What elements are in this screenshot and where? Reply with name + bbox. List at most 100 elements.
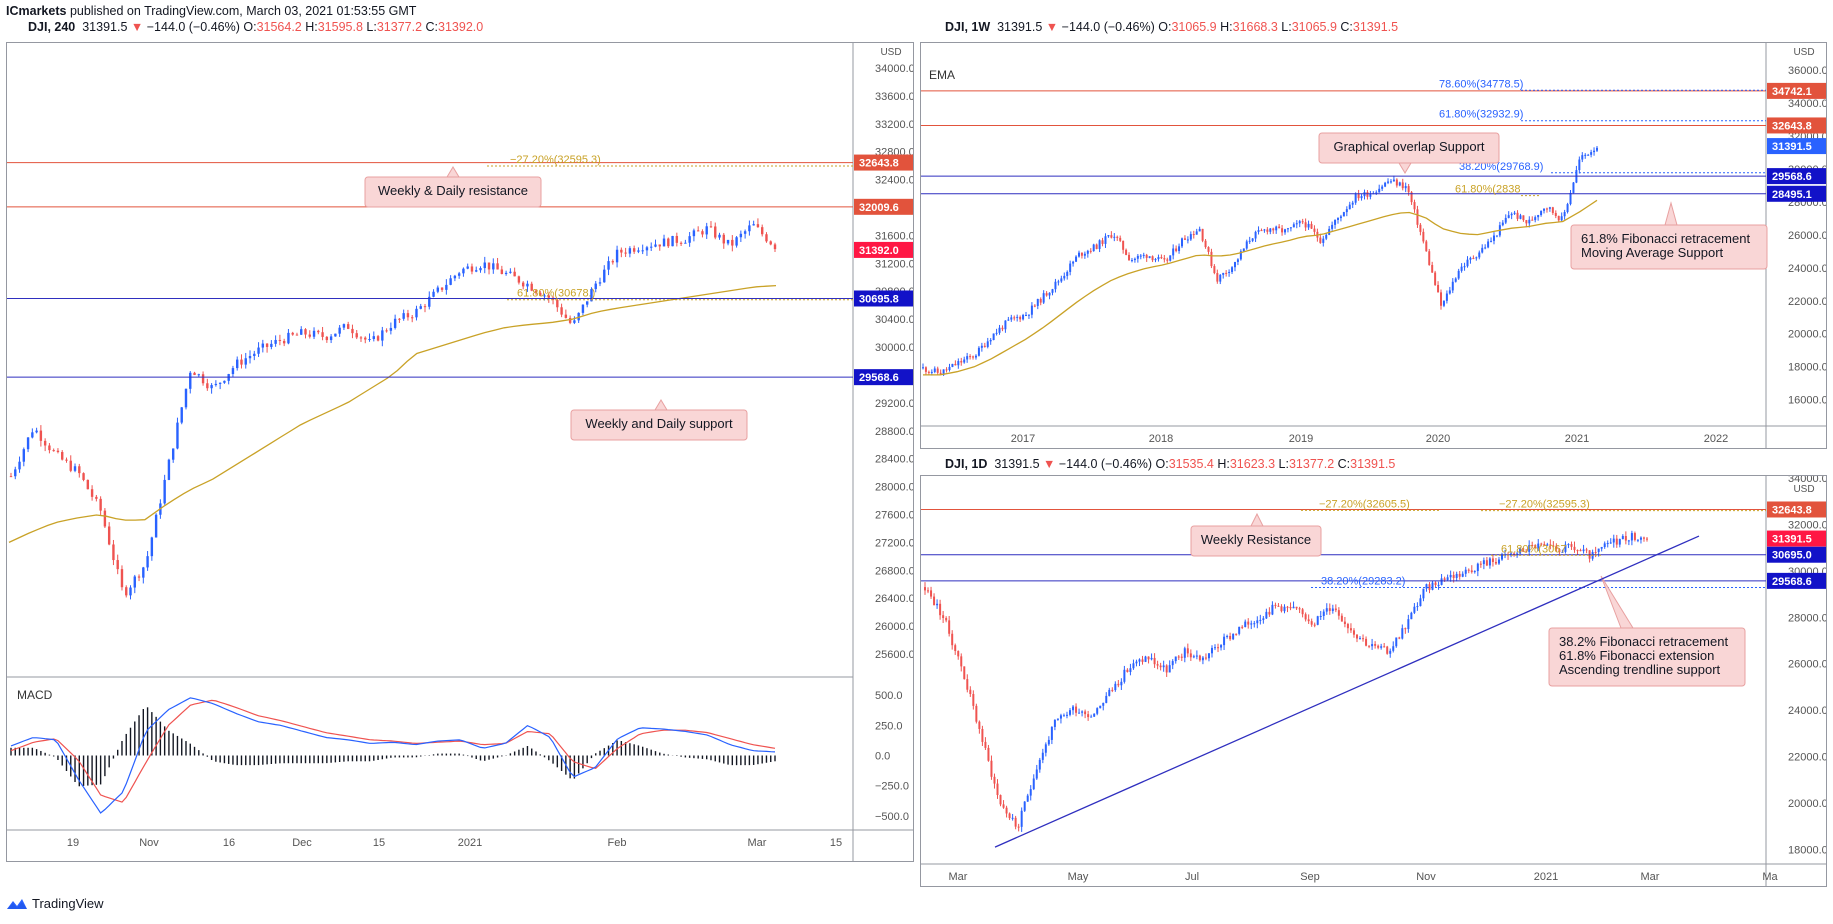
daily-last: 31391.5 xyxy=(994,457,1040,471)
left-chart-panel[interactable]: USD34000.033600.033200.032800.032400.032… xyxy=(6,42,914,862)
candle-body xyxy=(1138,659,1141,662)
candle-body xyxy=(1141,659,1144,662)
publish-info: ICmarkets published on TradingView.com, … xyxy=(6,4,416,18)
candle-body xyxy=(500,269,504,274)
candle-body xyxy=(1490,240,1493,242)
candle-body xyxy=(1612,538,1615,543)
price-tag-bg xyxy=(1767,185,1826,202)
candle-body xyxy=(282,340,286,344)
candle-body xyxy=(1042,293,1045,303)
annotation-pointer xyxy=(1664,201,1678,226)
candle-body xyxy=(504,272,508,274)
candle-body xyxy=(1491,558,1494,562)
candle-body xyxy=(1482,560,1485,565)
candle-body xyxy=(667,238,670,247)
y-tick-label: 16000.0 xyxy=(1788,395,1827,407)
candle-body xyxy=(996,783,999,796)
weekly-open: 31065.9 xyxy=(1171,20,1217,34)
candle-body xyxy=(1274,604,1277,606)
candle-body xyxy=(726,239,730,244)
y-tick-label: 34000.0 xyxy=(875,63,914,75)
candle-body xyxy=(1289,606,1292,609)
candle-body xyxy=(1389,181,1392,183)
candle-body xyxy=(1310,223,1313,229)
candle-body xyxy=(981,728,984,742)
candle-body xyxy=(1534,217,1537,221)
candle-body xyxy=(1084,711,1087,715)
daily-chart-panel[interactable]: USD 34000.0 32000.0 30000.0 28000.0 26000.0 24… xyxy=(920,475,1827,887)
candle-body xyxy=(1123,669,1126,682)
candle-body xyxy=(1528,219,1531,224)
weekly-chart-svg[interactable]: USD36000.034000.032000.030000.028000.026… xyxy=(921,43,1827,449)
candle-body xyxy=(1475,257,1478,259)
candle-body xyxy=(1570,544,1573,547)
daily-chart-svg[interactable]: USD34000.032000.030000.028000.026000.024… xyxy=(921,476,1827,887)
weekly-symbol[interactable]: DJI, 1W xyxy=(945,20,991,34)
x-tick-label: 2019 xyxy=(1289,433,1313,445)
y-tick-label: 26000.0 xyxy=(1788,659,1827,671)
annotation-pointer xyxy=(1398,162,1412,174)
candle-body xyxy=(1479,563,1482,565)
daily-close: 31391.5 xyxy=(1350,457,1396,471)
candle-body xyxy=(265,343,269,347)
candle-body xyxy=(945,618,948,621)
candle-body xyxy=(1319,237,1322,243)
y-tick-label: 30400.0 xyxy=(875,314,914,326)
candle-body xyxy=(1384,182,1387,187)
candle-body xyxy=(1345,209,1348,213)
publish-text: published on TradingView.com, March 03, … xyxy=(69,4,417,18)
left-chart-svg[interactable]: USD34000.033600.033200.032800.032400.032… xyxy=(7,43,914,862)
candle-body xyxy=(1172,248,1175,256)
candle-body xyxy=(402,313,405,319)
author-name[interactable]: ICmarkets xyxy=(6,4,67,18)
y-tick-label: 24000.0 xyxy=(1788,705,1827,717)
candle-body xyxy=(769,241,772,245)
candle-body xyxy=(1392,179,1395,182)
candle-body xyxy=(1636,539,1639,541)
fib-level-label: −27.20%(32605.5) xyxy=(1319,498,1410,510)
candle-body xyxy=(924,367,927,372)
candle-body xyxy=(922,367,924,369)
candle-body xyxy=(1466,259,1469,267)
fib-level-label: 38.20%(29283.2) xyxy=(1321,575,1405,587)
candle-body xyxy=(1301,609,1304,615)
candle-body xyxy=(1310,621,1313,625)
candle-body xyxy=(752,224,755,226)
candle-body xyxy=(496,263,499,270)
weekly-chart-panel[interactable]: USD36000.034000.032000.030000.028000.026… xyxy=(920,42,1827,449)
candle-body xyxy=(1048,292,1051,296)
candle-body xyxy=(1331,224,1334,229)
candle-body xyxy=(193,372,196,376)
candle-body xyxy=(90,489,94,497)
candle-body xyxy=(1454,278,1457,282)
candle-body xyxy=(1448,290,1451,294)
candle-body xyxy=(1579,550,1582,552)
candle-body xyxy=(22,449,26,462)
candle-body xyxy=(1278,226,1281,229)
tradingview-brand[interactable]: TradingView xyxy=(6,896,104,911)
candle-body xyxy=(372,336,375,339)
left-symbol[interactable]: DJI, 240 xyxy=(28,20,76,34)
candle-body xyxy=(1365,638,1368,646)
candle-body xyxy=(14,469,17,477)
candle-body xyxy=(1437,284,1440,293)
candle-body xyxy=(1366,192,1369,197)
candle-body xyxy=(1054,281,1057,290)
candle-body xyxy=(679,242,683,244)
candle-body xyxy=(1186,648,1189,654)
candle-body xyxy=(1168,665,1171,673)
daily-symbol[interactable]: DJI, 1D xyxy=(945,457,988,471)
x-tick-label: Feb xyxy=(608,837,627,849)
candle-body xyxy=(1304,222,1307,228)
candle-body xyxy=(1307,619,1310,622)
y-tick-label: 29200.0 xyxy=(875,398,914,410)
y-tick-label: 26000.0 xyxy=(875,621,914,633)
candle-body xyxy=(1440,578,1443,585)
candle-body xyxy=(133,576,136,588)
candle-body xyxy=(1569,192,1572,205)
candle-body xyxy=(1232,633,1235,640)
candle-body xyxy=(1032,778,1035,790)
candle-body xyxy=(1510,213,1513,216)
candle-body xyxy=(748,225,751,232)
x-tick-label: Sep xyxy=(1300,871,1320,883)
